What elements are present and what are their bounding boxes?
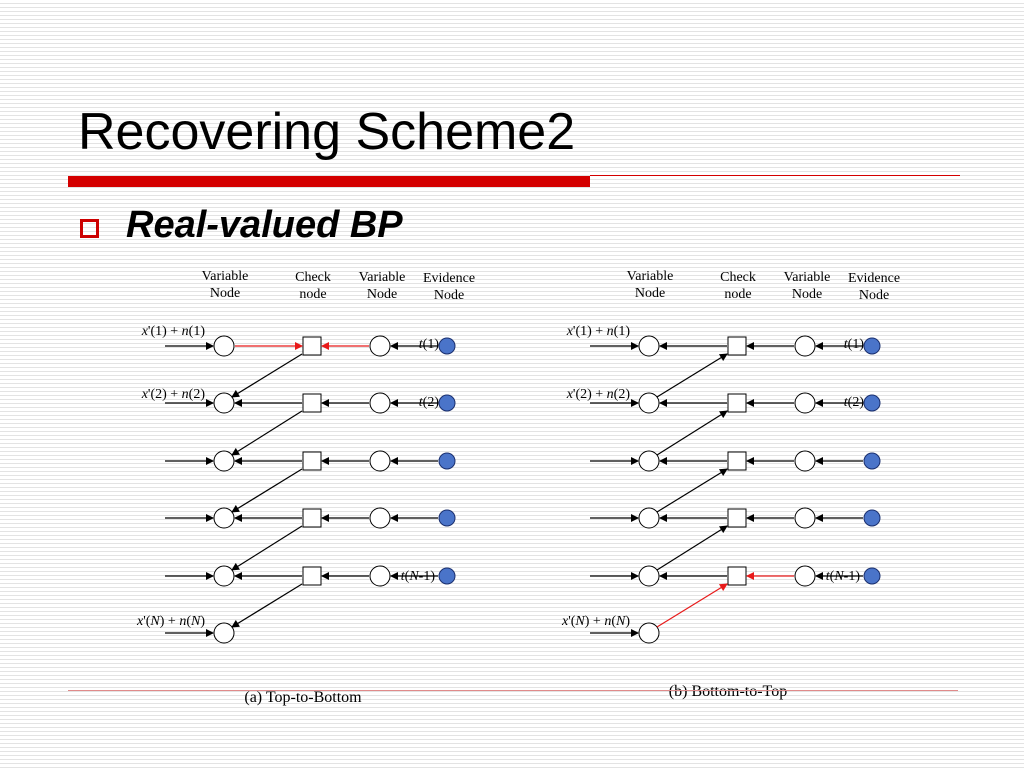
header-label-a-3-0: Evidence <box>423 271 475 286</box>
variable-node-b-3 <box>638 507 660 529</box>
variable-node-right-a-4 <box>369 565 391 587</box>
header-label-b-0-0: Variable <box>627 269 674 284</box>
bullet-square-icon <box>80 219 99 238</box>
variable-node-right-a-1 <box>369 392 391 414</box>
variable-node-a-0 <box>213 335 235 357</box>
header-label-a-1-1: node <box>299 287 326 302</box>
variable-node-a-4 <box>213 565 235 587</box>
bullet-text: Real-valued BP <box>126 204 403 246</box>
variable-node-b-0 <box>638 335 660 357</box>
title-underline-bar <box>68 176 590 187</box>
variable-node-a-last <box>213 622 235 644</box>
variable-node-right-b-3 <box>794 507 816 529</box>
evidence-node-a-0 <box>438 337 456 355</box>
evidence-label-b-2: t(N-1) <box>826 569 861 584</box>
input-label-a-0: x'(1) + n(1) <box>141 324 206 339</box>
variable-node-b-2 <box>638 450 660 472</box>
variable-node-right-b-2 <box>794 450 816 472</box>
header-label-a-0-0: Variable <box>202 269 249 284</box>
diag-edge-a-1 <box>231 410 303 456</box>
check-node-b-0 <box>727 336 747 356</box>
variable-node-b-1 <box>638 392 660 414</box>
check-node-b-4 <box>727 566 747 586</box>
variable-node-b-4 <box>638 565 660 587</box>
header-label-b-1-1: node <box>724 287 751 302</box>
check-node-a-1 <box>302 393 322 413</box>
check-node-b-2 <box>727 451 747 471</box>
header-label-b-2-1: Node <box>792 287 822 302</box>
evidence-label-b-0: t(1) <box>844 337 865 352</box>
variable-node-a-3 <box>213 507 235 529</box>
check-node-b-3 <box>727 508 747 528</box>
input-label-b-1: x'(2) + n(2) <box>566 387 631 402</box>
header-label-a-2-0: Variable <box>359 270 406 285</box>
evidence-node-a-3 <box>438 509 456 527</box>
header-label-a-0-1: Node <box>210 286 240 301</box>
check-node-b-1 <box>727 393 747 413</box>
evidence-node-a-2 <box>438 452 456 470</box>
input-label-a-1: x'(2) + n(2) <box>141 387 206 402</box>
evidence-label-a-2: t(N-1) <box>401 569 436 584</box>
header-label-b-0-1: Node <box>635 286 665 301</box>
variable-node-right-a-2 <box>369 450 391 472</box>
header-label-a-2-1: Node <box>367 287 397 302</box>
variable-node-right-a-0 <box>369 335 391 357</box>
diag-edge-b-3 <box>656 525 728 571</box>
bottom-divider <box>68 690 958 691</box>
header-label-a-3-1: Node <box>434 288 464 303</box>
header-label-b-1-0: Check <box>720 270 756 285</box>
evidence-label-a-1: t(2) <box>419 395 440 410</box>
diag-edge-b-1 <box>656 410 728 456</box>
diag-edge-a-3 <box>231 525 303 571</box>
diag-edge-b-0 <box>656 353 728 398</box>
input-label-b-2: x'(N) + n(N) <box>561 614 630 629</box>
header-label-b-3-1: Node <box>859 288 889 303</box>
evidence-label-a-0: t(1) <box>419 337 440 352</box>
evidence-node-b-1 <box>863 394 881 412</box>
input-label-a-2: x'(N) + n(N) <box>136 614 205 629</box>
variable-node-right-a-3 <box>369 507 391 529</box>
check-node-a-2 <box>302 451 322 471</box>
variable-node-a-2 <box>213 450 235 472</box>
check-node-a-0 <box>302 336 322 356</box>
evidence-node-a-4 <box>438 567 456 585</box>
diagram-caption-b: (b) Bottom-to-Top <box>669 683 787 700</box>
diag-edge-a-4 <box>231 583 303 628</box>
evidence-node-b-0 <box>863 337 881 355</box>
variable-node-b-last <box>638 622 660 644</box>
variable-node-right-b-1 <box>794 392 816 414</box>
diag-edge-a-0 <box>231 353 303 398</box>
evidence-node-a-1 <box>438 394 456 412</box>
check-node-a-4 <box>302 566 322 586</box>
diag-edge-a-2 <box>231 468 303 513</box>
diag-edge-b-4 <box>656 583 728 628</box>
input-label-b-0: x'(1) + n(1) <box>566 324 631 339</box>
title-underline-thin <box>590 175 960 176</box>
header-label-b-2-0: Variable <box>784 270 831 285</box>
header-label-b-3-0: Evidence <box>848 271 900 286</box>
check-node-a-3 <box>302 508 322 528</box>
header-label-a-1-0: Check <box>295 270 331 285</box>
evidence-node-b-3 <box>863 509 881 527</box>
evidence-node-b-2 <box>863 452 881 470</box>
variable-node-right-b-4 <box>794 565 816 587</box>
slide-title: Recovering Scheme2 <box>78 103 576 161</box>
evidence-node-b-4 <box>863 567 881 585</box>
evidence-label-b-1: t(2) <box>844 395 865 410</box>
diagram-caption-a: (a) Top-to-Bottom <box>244 689 362 706</box>
diag-edge-b-2 <box>656 468 728 513</box>
variable-node-a-1 <box>213 392 235 414</box>
variable-node-right-b-0 <box>794 335 816 357</box>
